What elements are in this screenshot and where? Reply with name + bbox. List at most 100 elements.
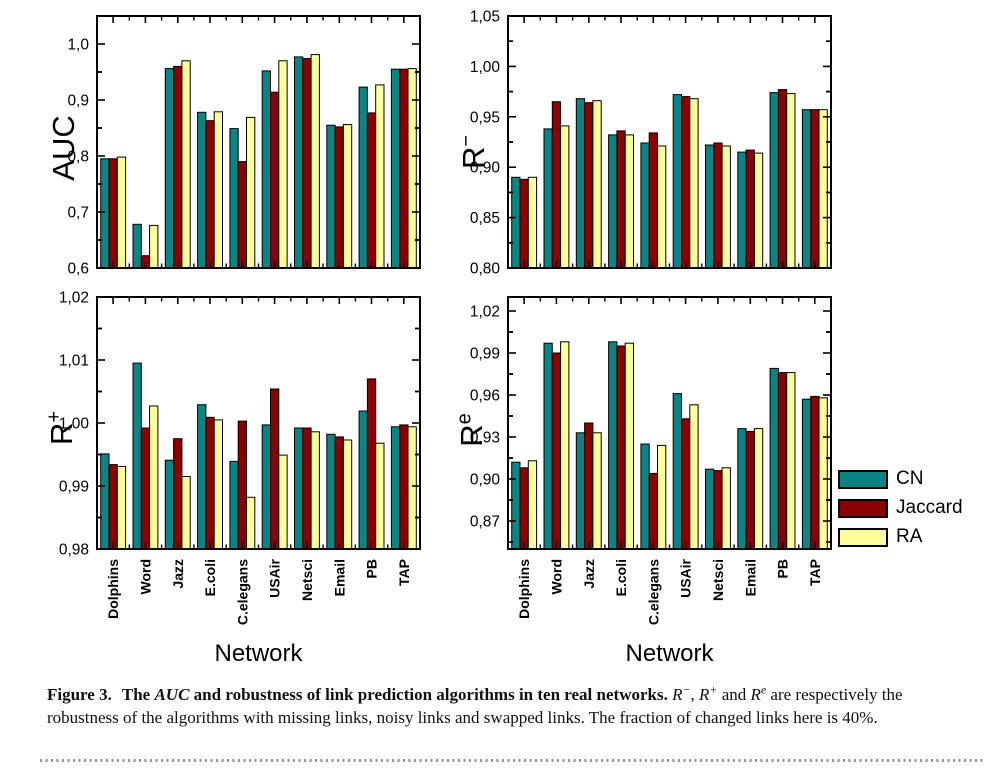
x-category-label: Jazz — [170, 559, 186, 589]
bar-jaccard-tap — [399, 424, 409, 550]
bar-jaccard-dolphins — [108, 464, 118, 550]
x-category-label: C.elegans — [645, 559, 661, 625]
bar-cn-e.coli — [197, 111, 207, 269]
y-tick-label: 0,80 — [470, 261, 501, 278]
bar-cn-netsci — [294, 56, 304, 269]
bar-ra-netsci — [310, 431, 320, 550]
bar-cn-usair — [672, 94, 682, 269]
bar-ra-tap — [818, 397, 828, 550]
y-tick-label: 1,02 — [470, 304, 500, 321]
bar-jaccard-jazz — [173, 65, 183, 269]
bar-jaccard-pb — [777, 372, 788, 550]
bar-cn-email — [326, 124, 336, 269]
bar-jaccard-word — [140, 427, 151, 550]
x-category-label: PB — [775, 559, 791, 578]
chart-legend: CN Jaccard RA — [838, 468, 963, 555]
bar-ra-email — [342, 439, 353, 550]
bar-cn-netsci — [705, 468, 715, 550]
bar-jaccard-usair — [681, 96, 691, 269]
plot-border — [96, 296, 421, 550]
bar-jaccard-e.coli — [616, 130, 626, 269]
bar-ra-jazz — [592, 432, 602, 550]
y-tick-label: 0,93 — [470, 430, 500, 447]
r-plus-bar-chart: 0,98 0,99 1,00 1,01 1,02 Dolphins Word Jazz E.co… — [59, 290, 421, 667]
y-tick-label: 0,6 — [67, 261, 89, 278]
caption-sep-1: , — [690, 685, 700, 704]
bar-ra-email — [753, 152, 764, 269]
bar-cn-dolphins — [511, 176, 521, 269]
x-category-label: Jazz — [581, 559, 597, 589]
caption-auc-italic: AUC — [154, 685, 190, 704]
bar-jaccard-email — [745, 430, 755, 550]
bar-ra-netsci — [310, 54, 320, 269]
bar-ra-tap — [407, 68, 417, 269]
y-tick-label: 1,0 — [67, 37, 89, 54]
jaccard-color-swatch — [838, 498, 888, 518]
bar-ra-c.elegans — [246, 116, 256, 269]
y-tick-label: 1,01 — [59, 353, 89, 370]
caption-r-minus: R− — [672, 683, 690, 704]
y-tick-label: 1,00 — [59, 416, 90, 433]
bar-jaccard-word — [551, 101, 562, 269]
bar-ra-dolphins — [116, 156, 127, 269]
bar-jaccard-jazz — [584, 102, 594, 269]
plot-border — [96, 15, 421, 269]
cn-color-swatch — [838, 469, 888, 489]
bar-cn-word — [132, 223, 142, 269]
x-category-label: USAir — [678, 558, 694, 597]
bar-cn-netsci — [294, 427, 304, 550]
bar-ra-usair — [278, 454, 288, 550]
y-tick-label: 1,02 — [59, 290, 89, 307]
caption-r-e: Re — [750, 683, 766, 704]
x-category-label: Dolphins — [105, 559, 121, 619]
bar-cn-c.elegans — [640, 142, 650, 269]
bar-ra-pb — [786, 93, 796, 269]
bar-cn-e.coli — [197, 404, 207, 550]
bar-cn-usair — [261, 424, 271, 550]
bar-jaccard-netsci — [302, 58, 312, 269]
bar-ra-jazz — [592, 100, 602, 269]
bar-cn-jazz — [575, 432, 586, 550]
bar-ra-dolphins — [527, 460, 538, 550]
bar-jaccard-tap — [810, 395, 820, 550]
bar-jaccard-dolphins — [108, 158, 118, 269]
x-category-label: E.coli — [613, 559, 629, 596]
bar-jaccard-e.coli — [205, 416, 215, 550]
bar-cn-email — [326, 433, 336, 550]
dotted-divider — [40, 759, 985, 762]
caption-r-plus-sup: + — [709, 682, 718, 697]
caption-figure-number: Figure 3. — [47, 685, 112, 704]
caption-r-plus-base: R — [699, 685, 710, 704]
bar-cn-jazz — [164, 68, 175, 269]
plot-border — [507, 296, 832, 550]
bar-jaccard-netsci — [302, 427, 312, 550]
bar-cn-dolphins — [100, 453, 110, 550]
legend-item-ra: RA — [838, 526, 963, 548]
y-tick-label: 0,90 — [470, 160, 501, 177]
bar-cn-pb — [769, 92, 779, 269]
bar-ra-pb — [375, 84, 385, 269]
x-category-label: TAP — [396, 559, 412, 586]
bar-jaccard-tap — [399, 68, 409, 269]
bar-ra-pb — [375, 442, 385, 550]
caption-sep-2: and — [717, 685, 751, 704]
legend-label-jaccard: Jaccard — [896, 497, 963, 518]
bar-ra-tap — [818, 109, 828, 269]
y-tick-label: 0,85 — [470, 210, 500, 227]
bar-cn-tap — [390, 426, 401, 550]
caption-r-plus: R+ — [699, 682, 718, 704]
legend-item-cn: CN — [838, 468, 963, 490]
bar-ra-c.elegans — [246, 496, 256, 550]
bar-ra-e.coli — [213, 419, 223, 550]
y-tick-label: 0,99 — [470, 346, 500, 363]
x-category-label: USAir — [267, 558, 283, 597]
bar-jaccard-email — [334, 436, 344, 550]
bar-jaccard-word — [551, 352, 562, 550]
bar-ra-c.elegans — [657, 145, 667, 269]
legend-label-cn: CN — [896, 468, 924, 489]
bar-ra-netsci — [721, 145, 731, 269]
y-tick-label: 0,99 — [59, 479, 89, 496]
bar-jaccard-c.elegans — [648, 472, 658, 550]
y-tick-label: 0,95 — [470, 109, 500, 126]
bar-ra-e.coli — [624, 342, 634, 550]
